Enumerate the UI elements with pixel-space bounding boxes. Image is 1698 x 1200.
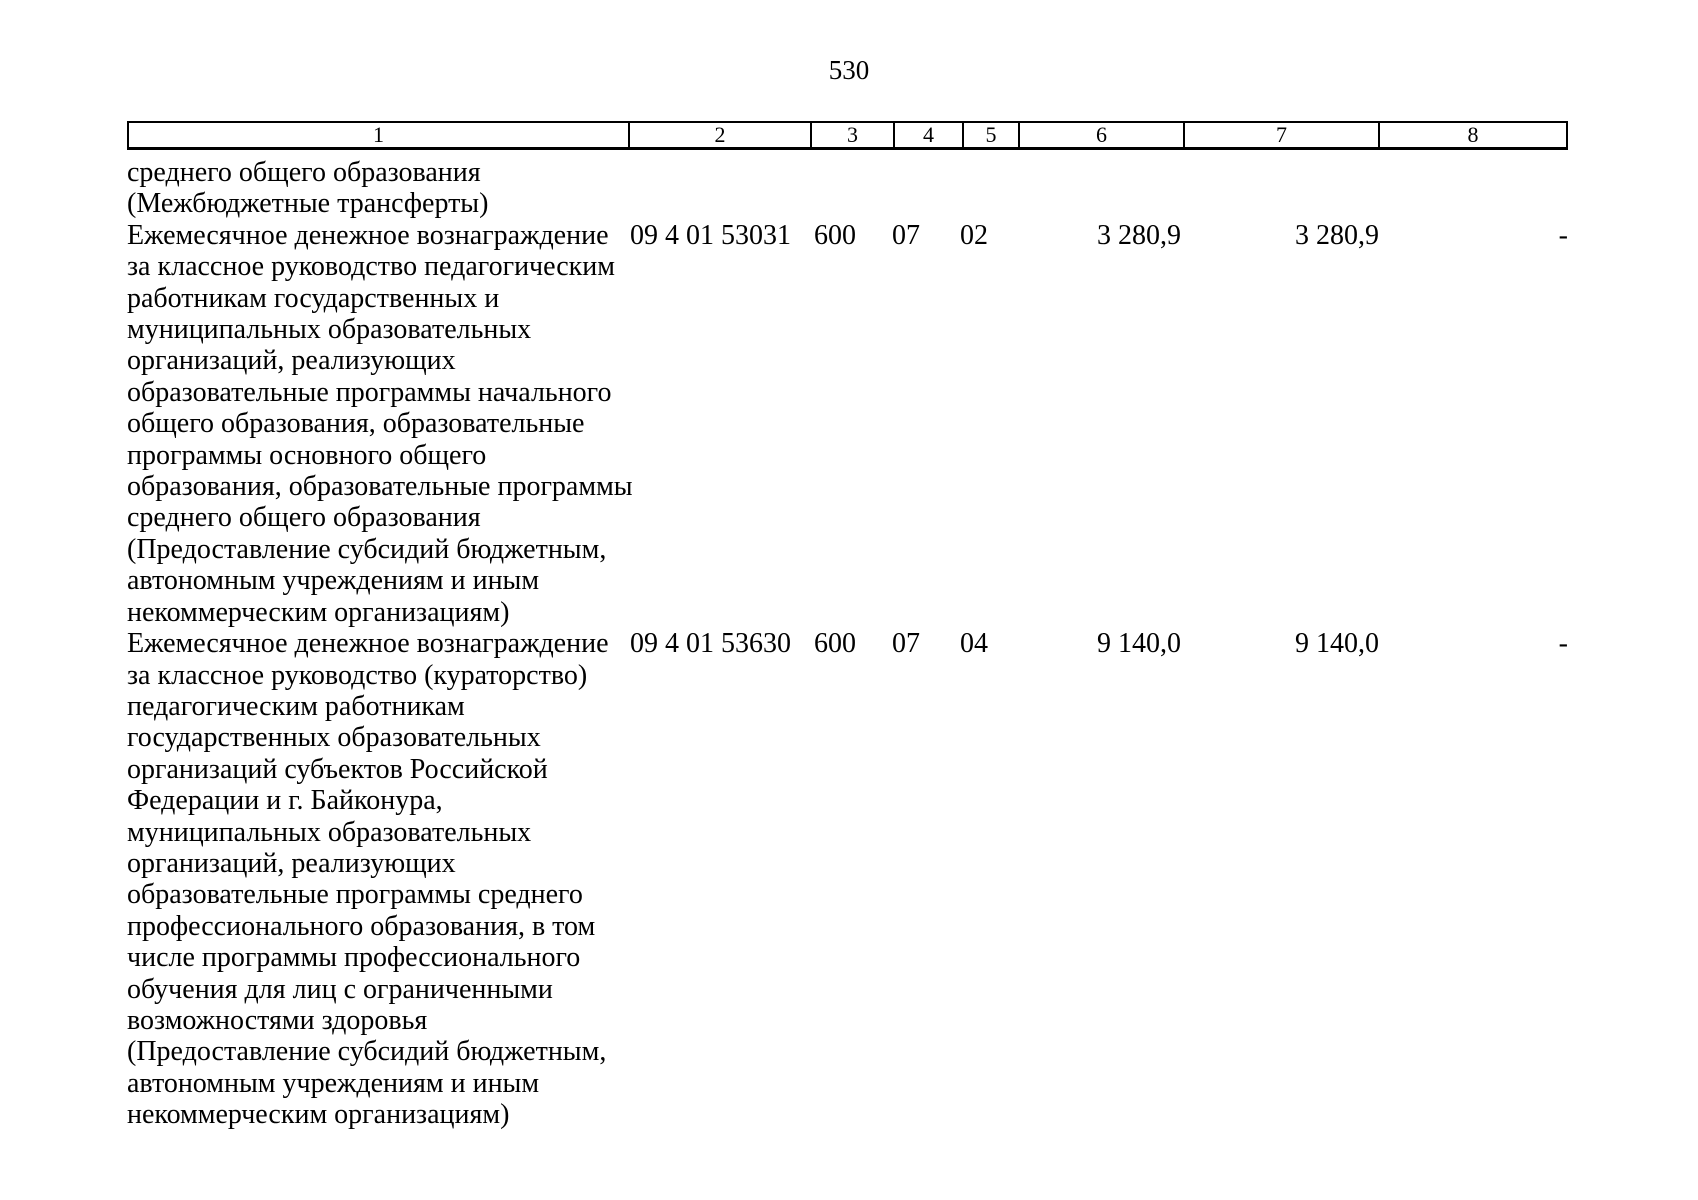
row-expense-type-code: 600 xyxy=(814,628,856,659)
row-section-code: 07 xyxy=(892,628,920,659)
header-col-4: 4 xyxy=(895,123,964,147)
row-target-article-code: 09 4 01 53630 xyxy=(630,628,791,659)
row-amount-year-2: 9 140,0 xyxy=(1295,628,1379,659)
header-col-8: 8 xyxy=(1467,122,1479,147)
row-subsection-code: 02 xyxy=(960,220,988,251)
row-amount-year-3: - xyxy=(1558,628,1568,659)
row-name: Ежемесячное денежное вознаграждение за к… xyxy=(127,219,633,628)
table-header-row: 1 2 3 4 5 6 7 8 xyxy=(127,121,1568,150)
header-col-3: 3 xyxy=(812,123,895,147)
row-subsection-code: 04 xyxy=(960,628,988,659)
row-amount-year-1: 3 280,9 xyxy=(1097,220,1181,251)
row-amount-year-1: 9 140,0 xyxy=(1097,628,1181,659)
row-name: Ежемесячное денежное вознаграждение за к… xyxy=(127,628,609,1131)
row-name-continuation: среднего общего образования (Межбюджетны… xyxy=(127,157,489,220)
table-body-names-column: среднего общего образования (Межбюджетны… xyxy=(127,157,667,1131)
header-col-1: 1 xyxy=(129,123,630,147)
row-amount-year-3: - xyxy=(1558,220,1568,251)
row-section-code: 07 xyxy=(892,220,920,251)
header-col-6: 6 xyxy=(1020,123,1185,147)
header-col-2: 2 xyxy=(630,123,812,147)
row-expense-type-code: 600 xyxy=(814,220,856,251)
header-col-7: 7 xyxy=(1185,123,1380,147)
header-col-5: 5 xyxy=(964,123,1020,147)
page-number: 530 xyxy=(828,55,870,85)
row-target-article-code: 09 4 01 53031 xyxy=(630,220,791,251)
row-amount-year-2: 3 280,9 xyxy=(1295,220,1379,251)
